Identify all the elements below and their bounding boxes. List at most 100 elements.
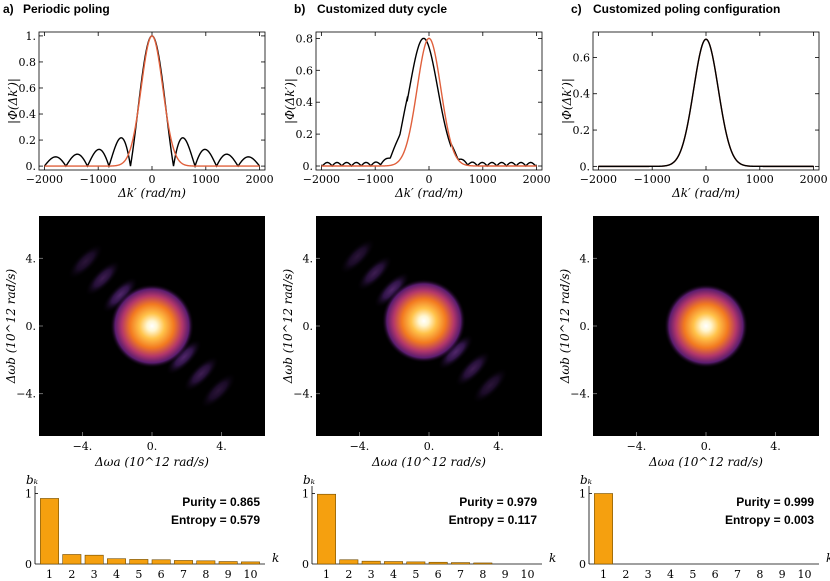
x-tick-label: 10 (520, 568, 534, 581)
x-tick-label: 0. (147, 440, 158, 453)
x-tick-label: −1000 (80, 173, 117, 186)
x-tick-label: 9 (225, 568, 232, 581)
heatmap-content (339, 238, 509, 404)
x-tick-label: 10 (797, 568, 811, 581)
bar-1 (594, 493, 613, 565)
x-tick-label: 4 (667, 568, 674, 581)
x-tick-label: 9 (502, 568, 509, 581)
y-tick-label: 4. (303, 252, 314, 265)
y-axis-label: |Φ(Δk′)| (6, 78, 20, 124)
x-tick-label: 5 (135, 568, 142, 581)
y-tick-label: 1 (302, 488, 309, 501)
x-axis-label: k (272, 551, 279, 565)
x-tick-label: 3 (645, 568, 652, 581)
y-axis-label: bₖ (580, 473, 593, 487)
line-plot-c: −2000 −1000 0 1000 2000 0. 0.2 0.4 0.6 Δk′ (rad/m… (560, 31, 828, 200)
panel-a-title-text: Periodic poling (23, 2, 110, 16)
y-tick-label: 0.8 (296, 32, 314, 45)
x-tick-label: 8 (756, 568, 763, 581)
x-tick-label: 2 (345, 568, 352, 581)
x-tick-label: 7 (457, 568, 464, 581)
purity-label-b: Purity = 0.979 (459, 495, 537, 509)
x-tick-label: 1 (46, 568, 53, 581)
x-tick-label: −1000 (634, 173, 671, 186)
series-line-2 (321, 37, 537, 167)
x-tick-label: 6 (158, 568, 165, 581)
joint-spectrum-peak (664, 284, 748, 368)
bar-6 (151, 559, 171, 565)
y-tick-label: 0.2 (573, 124, 591, 137)
entropy-label-a: Entropy = 0.579 (171, 513, 260, 527)
y-tick-label: 0.6 (573, 51, 591, 64)
side-lobe (67, 243, 104, 280)
series-line-1 (598, 38, 814, 168)
bar-2 (62, 554, 82, 565)
y-tick-label: 0.4 (296, 96, 314, 109)
x-tick-label: 2000 (800, 173, 828, 186)
series-line-2 (44, 35, 260, 167)
y-tick-label: 0. (303, 160, 314, 173)
x-tick-label: 2 (622, 568, 629, 581)
bar-3 (361, 560, 381, 565)
side-lobe (356, 254, 393, 292)
x-axis-label: Δωa (10^12 rad/s) (371, 455, 486, 469)
line-plot-a: −2000 −1000 0 1000 2000 0. 0.2 0.4 0.6 0.8 1. Δk′ (… (6, 30, 274, 200)
y-axis-label: bₖ (303, 473, 316, 487)
side-lobe (454, 350, 492, 387)
y-tick-label: 0.4 (19, 108, 37, 121)
y-axis-label: |Φ(Δk′)| (283, 78, 297, 124)
x-tick-label: 6 (435, 568, 442, 581)
y-axis-label: |Φ(Δk′)| (560, 78, 574, 124)
x-tick-label: 1 (323, 568, 330, 581)
side-lobe (165, 338, 203, 376)
x-tick-label: 0 (149, 173, 156, 186)
bar-7 (174, 560, 193, 565)
y-axis-label: Δωb (10^12 rad/s) (558, 268, 572, 384)
y-tick-label: 0. (26, 160, 37, 173)
y-tick-label: 4. (580, 252, 591, 265)
x-axis-label: Δωa (10^12 rad/s) (648, 455, 763, 469)
x-tick-label: 1 (600, 568, 607, 581)
x-tick-label: 4 (390, 568, 397, 581)
x-tick-label: 4. (493, 440, 504, 453)
bar-2 (339, 559, 359, 565)
x-tick-label: 0. (701, 440, 712, 453)
side-lobe (84, 260, 121, 297)
x-axis-label: Δk′ (rad/m) (671, 186, 740, 200)
bar-3 (84, 554, 104, 565)
x-tick-label: −2000 (303, 173, 340, 186)
x-tick-label: 3 (368, 568, 375, 581)
x-tick-label: 2000 (523, 173, 551, 186)
y-tick-label: 0. (580, 320, 591, 333)
y-tick-label: 0.4 (573, 88, 591, 101)
x-tick-label: −1000 (357, 173, 394, 186)
y-tick-label: 1 (579, 488, 586, 501)
x-axis-label: k (826, 551, 830, 565)
y-tick-label: −4. (293, 388, 313, 401)
y-tick-label: 0. (303, 320, 314, 333)
heatmap-content (67, 243, 237, 409)
joint-spectrum-peak (110, 284, 194, 368)
purity-label-a: Purity = 0.865 (182, 495, 260, 509)
series-line-2 (598, 38, 814, 168)
bar-4 (384, 561, 403, 565)
side-lobe (373, 271, 410, 308)
series-line-1 (43, 35, 261, 169)
x-axis-label: k (549, 551, 556, 565)
panel-b-title-text: Customized duty cycle (317, 2, 447, 16)
y-tick-label: 0. (26, 320, 37, 333)
x-tick-label: 0 (703, 173, 710, 186)
plot-frame (592, 31, 820, 171)
x-tick-label: 8 (202, 568, 209, 581)
x-tick-label: 4. (770, 440, 781, 453)
bar-6 (428, 561, 448, 565)
panel-c-title: c) Customized poling configuration (571, 2, 780, 16)
x-axis-label: Δk′ (rad/m) (394, 186, 463, 200)
x-tick-label: 5 (689, 568, 696, 581)
y-tick-label: 0 (579, 558, 586, 571)
plot-frame (315, 31, 543, 171)
bar-9 (218, 561, 238, 565)
y-tick-label: 0. (580, 160, 591, 173)
y-tick-label: 0 (25, 558, 32, 571)
